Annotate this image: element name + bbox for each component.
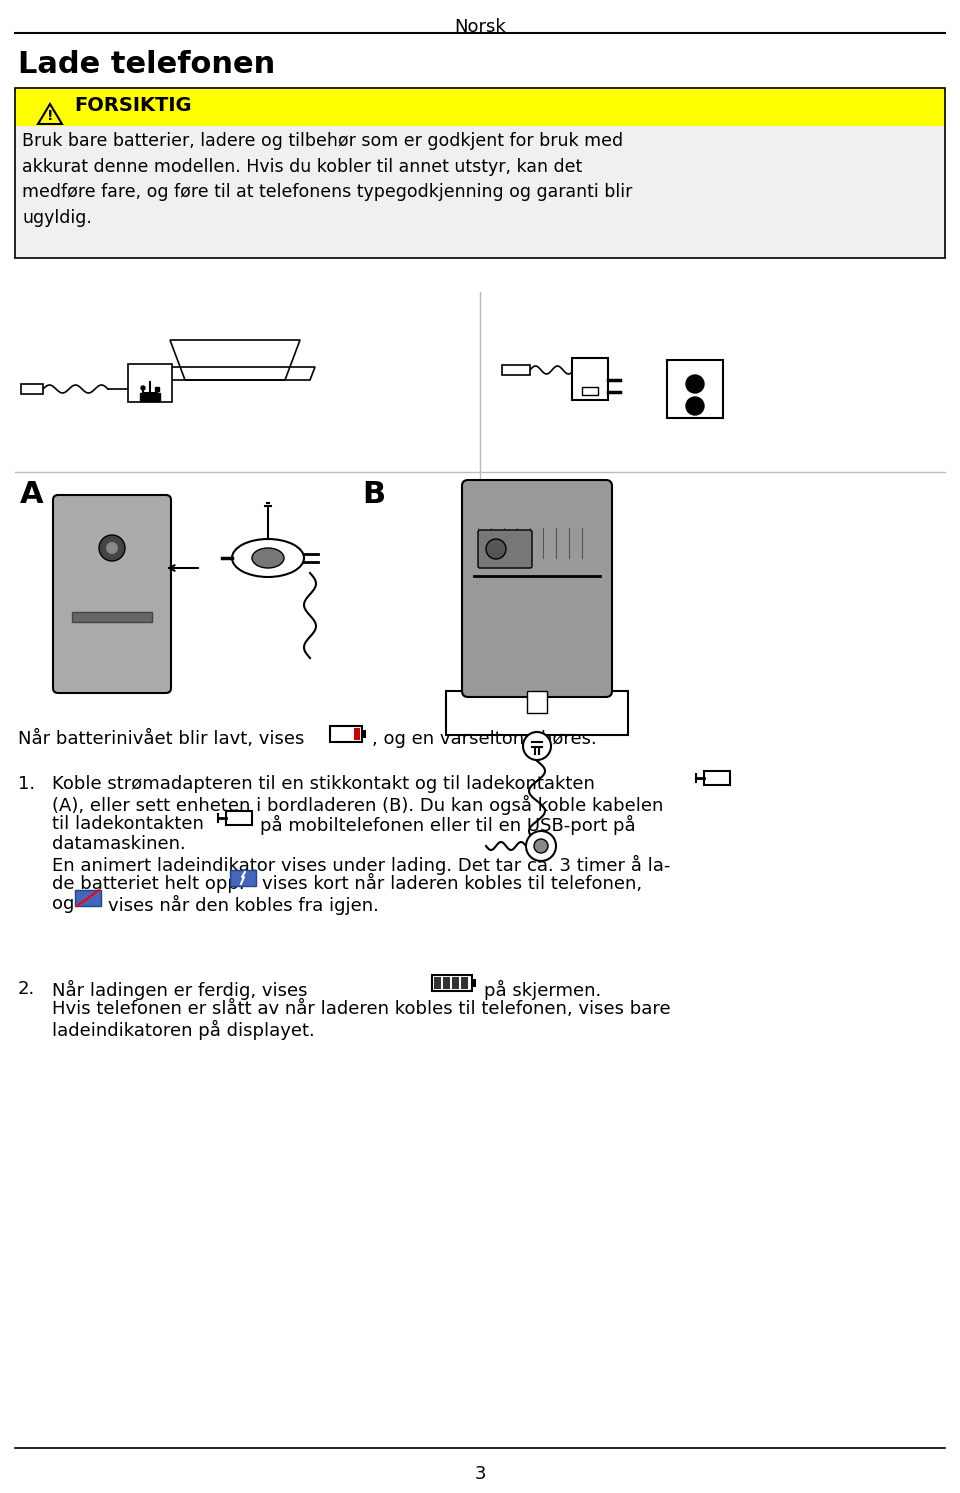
Text: de batteriet helt opp.: de batteriet helt opp. bbox=[52, 875, 245, 893]
Text: Norsk: Norsk bbox=[454, 18, 506, 36]
Text: og: og bbox=[52, 894, 74, 914]
Circle shape bbox=[534, 839, 548, 853]
Polygon shape bbox=[38, 105, 62, 124]
FancyBboxPatch shape bbox=[452, 976, 459, 988]
Text: (A), eller sett enheten i bordladeren (B). Du kan også koble kabelen: (A), eller sett enheten i bordladeren (B… bbox=[52, 794, 663, 815]
FancyBboxPatch shape bbox=[462, 481, 612, 697]
Circle shape bbox=[141, 387, 145, 390]
FancyBboxPatch shape bbox=[226, 811, 252, 826]
FancyBboxPatch shape bbox=[15, 88, 945, 125]
Text: datamaskinen.: datamaskinen. bbox=[52, 835, 185, 853]
FancyBboxPatch shape bbox=[72, 612, 152, 623]
FancyBboxPatch shape bbox=[443, 976, 450, 988]
Text: Lade telefonen: Lade telefonen bbox=[18, 49, 276, 79]
FancyBboxPatch shape bbox=[75, 890, 101, 906]
Text: på mobiltelefonen eller til en USB-port på: på mobiltelefonen eller til en USB-port … bbox=[260, 815, 636, 835]
Text: på skjermen.: på skjermen. bbox=[484, 979, 601, 1000]
FancyBboxPatch shape bbox=[572, 358, 608, 400]
Text: !: ! bbox=[47, 109, 53, 122]
Text: En animert ladeindikator vises under lading. Det tar ca. 3 timer å la-: En animert ladeindikator vises under lad… bbox=[52, 855, 670, 875]
Circle shape bbox=[686, 397, 704, 415]
Ellipse shape bbox=[252, 548, 284, 567]
FancyBboxPatch shape bbox=[478, 530, 532, 567]
FancyBboxPatch shape bbox=[461, 976, 468, 988]
FancyBboxPatch shape bbox=[432, 975, 472, 991]
FancyBboxPatch shape bbox=[140, 393, 160, 402]
Text: Bruk bare batterier, ladere og tilbehør som er godkjent for bruk med
akkurat den: Bruk bare batterier, ladere og tilbehør … bbox=[22, 131, 633, 227]
Circle shape bbox=[523, 732, 551, 760]
Text: Når ladingen er ferdig, vises: Når ladingen er ferdig, vises bbox=[52, 979, 307, 1000]
Text: , og en varseltone høres.: , og en varseltone høres. bbox=[372, 730, 597, 748]
Text: B: B bbox=[362, 481, 385, 509]
Text: vises kort når laderen kobles til telefonen,: vises kort når laderen kobles til telefo… bbox=[262, 875, 642, 893]
Text: 2.: 2. bbox=[18, 979, 36, 997]
Text: FORSIKTIG: FORSIKTIG bbox=[74, 96, 192, 115]
FancyBboxPatch shape bbox=[434, 976, 441, 988]
Text: Hvis telefonen er slått av når laderen kobles til telefonen, vises bare: Hvis telefonen er slått av når laderen k… bbox=[52, 1000, 671, 1018]
Text: Når batterinivået blir lavt, vises: Når batterinivået blir lavt, vises bbox=[18, 730, 304, 748]
FancyBboxPatch shape bbox=[667, 360, 723, 418]
Ellipse shape bbox=[232, 539, 304, 576]
Text: vises når den kobles fra igjen.: vises når den kobles fra igjen. bbox=[108, 894, 379, 915]
Text: til ladekontakten: til ladekontakten bbox=[52, 815, 204, 833]
FancyBboxPatch shape bbox=[472, 979, 476, 987]
FancyBboxPatch shape bbox=[15, 125, 945, 258]
Bar bbox=[155, 387, 159, 391]
FancyBboxPatch shape bbox=[53, 496, 171, 693]
FancyBboxPatch shape bbox=[330, 726, 362, 742]
Text: Koble strømadapteren til en stikkontakt og til ladekontakten: Koble strømadapteren til en stikkontakt … bbox=[52, 775, 595, 793]
FancyBboxPatch shape bbox=[230, 870, 256, 885]
Circle shape bbox=[686, 375, 704, 393]
Text: ladeindikatoren på displayet.: ladeindikatoren på displayet. bbox=[52, 1020, 315, 1041]
FancyBboxPatch shape bbox=[21, 384, 43, 394]
Circle shape bbox=[106, 542, 118, 554]
FancyBboxPatch shape bbox=[527, 691, 547, 714]
FancyBboxPatch shape bbox=[362, 730, 366, 738]
FancyBboxPatch shape bbox=[446, 691, 628, 735]
Text: 1.: 1. bbox=[18, 775, 36, 793]
FancyBboxPatch shape bbox=[582, 387, 598, 396]
Circle shape bbox=[486, 539, 506, 558]
Circle shape bbox=[526, 832, 556, 861]
Circle shape bbox=[99, 534, 125, 561]
Text: 3: 3 bbox=[474, 1465, 486, 1483]
FancyBboxPatch shape bbox=[354, 729, 360, 741]
FancyBboxPatch shape bbox=[704, 770, 730, 785]
FancyBboxPatch shape bbox=[128, 364, 172, 402]
Text: A: A bbox=[20, 481, 43, 509]
FancyBboxPatch shape bbox=[502, 364, 530, 375]
